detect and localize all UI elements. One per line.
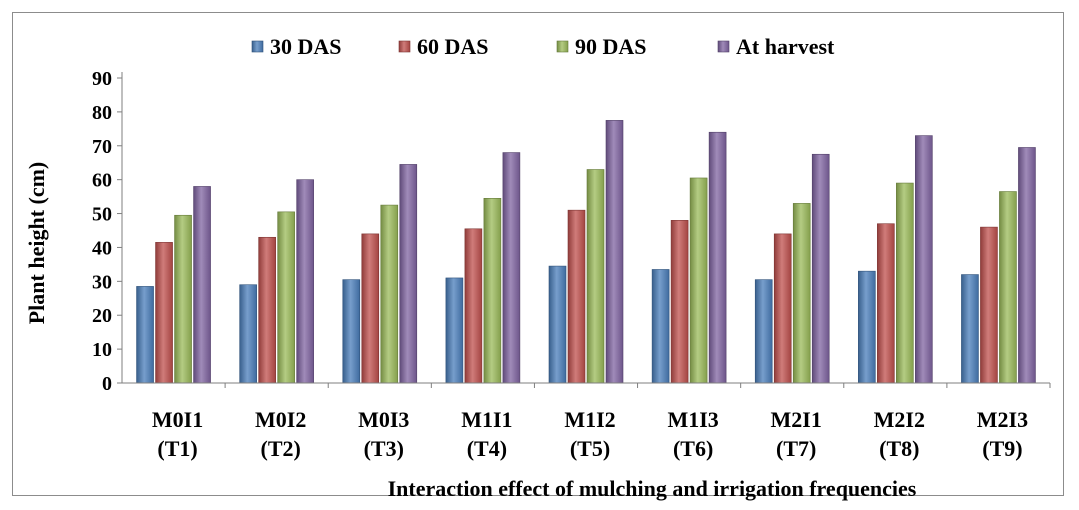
bar-60-das: [773, 233, 792, 384]
bar-90-das: [380, 204, 399, 384]
x-tick-label: M2I2: [874, 407, 925, 432]
legend-swatch: [251, 40, 264, 53]
bar-at-harvest: [708, 131, 727, 384]
x-tick-label: (T4): [467, 436, 507, 461]
x-tick-label: (T5): [570, 436, 610, 461]
y-tick-label: 80: [92, 102, 112, 124]
legend-label: 30 DAS: [270, 34, 342, 59]
x-tick-label: (T7): [776, 436, 816, 461]
bar-30-das: [548, 265, 567, 384]
bar-90-das: [999, 191, 1017, 384]
bar-60-das: [670, 220, 689, 384]
x-tick-label: (T2): [261, 436, 301, 461]
bar-30-das: [136, 286, 154, 384]
bar-90-das: [174, 214, 192, 384]
bar-60-das: [464, 228, 483, 384]
x-tick-label: (T1): [157, 436, 197, 461]
bar-30-das: [961, 274, 979, 384]
x-tick-label: M0I3: [358, 407, 409, 432]
bar-60-das: [567, 209, 586, 384]
x-tick-label: M2I1: [771, 407, 822, 432]
bar-90-das: [689, 177, 708, 384]
bars: [136, 120, 1036, 384]
y-axis-title: Plant height (cm): [24, 162, 49, 325]
bar-at-harvest: [811, 153, 830, 384]
bar-30-das: [445, 277, 464, 384]
legend-swatch: [556, 40, 569, 53]
bar-30-das: [239, 284, 257, 384]
bar-at-harvest: [502, 152, 521, 384]
y-tick-label: 70: [92, 136, 112, 158]
x-tick-label: M0I1: [152, 407, 203, 432]
bar-30-das: [342, 279, 361, 384]
legend-swatch: [398, 40, 411, 53]
bar-90-das: [586, 169, 605, 384]
y-tick-label: 30: [92, 271, 112, 293]
legend-swatch: [717, 40, 730, 53]
y-tick-label: 60: [92, 170, 112, 192]
x-tick-label: (T3): [364, 436, 404, 461]
legend-label: 60 DAS: [417, 34, 489, 59]
y-tick-label: 10: [92, 339, 112, 361]
bar-60-das: [258, 236, 276, 384]
x-tick-label: M1I1: [461, 407, 512, 432]
bar-30-das: [754, 279, 773, 384]
legend-label: 90 DAS: [575, 34, 647, 59]
bar-60-das: [361, 233, 380, 384]
bar-at-harvest: [605, 120, 624, 384]
x-tick-label: M2I3: [977, 407, 1028, 432]
x-tick-label: M0I2: [255, 407, 306, 432]
x-tick-label: (T9): [982, 436, 1022, 461]
bar-90-das: [792, 203, 811, 384]
bar-30-das: [858, 270, 876, 384]
x-axis-title: Interaction effect of mulching and irrig…: [388, 476, 917, 501]
x-tick-label: M1I3: [667, 407, 718, 432]
bar-90-das: [277, 211, 295, 384]
bar-at-harvest: [399, 164, 418, 384]
x-axis: M0I1 (T1) M0I2 (T2) M0I3 (T3) M1I1 (T4) M1I2 (T5)…: [122, 382, 1051, 461]
bar-90-das: [483, 198, 502, 384]
y-axis: 0 10 20 30 40 50 60 70 80 90: [92, 68, 123, 395]
legend: 30 DAS 60 DAS 90 DAS At harvest: [251, 34, 835, 59]
legend-label: At harvest: [736, 34, 835, 59]
bar-30-das: [651, 269, 670, 384]
bar-60-das: [980, 226, 998, 384]
y-tick-label: 20: [92, 305, 112, 327]
y-tick-label: 50: [92, 204, 112, 226]
x-tick-label: (T8): [879, 436, 919, 461]
bar-at-harvest: [1018, 147, 1036, 384]
bar-60-das: [155, 242, 173, 384]
x-tick-label: M1I2: [564, 407, 615, 432]
bar-at-harvest: [915, 135, 933, 384]
bar-at-harvest: [296, 179, 314, 384]
y-tick-label: 90: [92, 68, 112, 90]
x-tick-label: (T6): [673, 436, 713, 461]
y-tick-label: 0: [102, 373, 112, 395]
bar-60-das: [877, 223, 895, 384]
bar-90-das: [896, 182, 914, 384]
bar-at-harvest: [193, 186, 211, 384]
y-tick-label: 40: [92, 237, 112, 259]
